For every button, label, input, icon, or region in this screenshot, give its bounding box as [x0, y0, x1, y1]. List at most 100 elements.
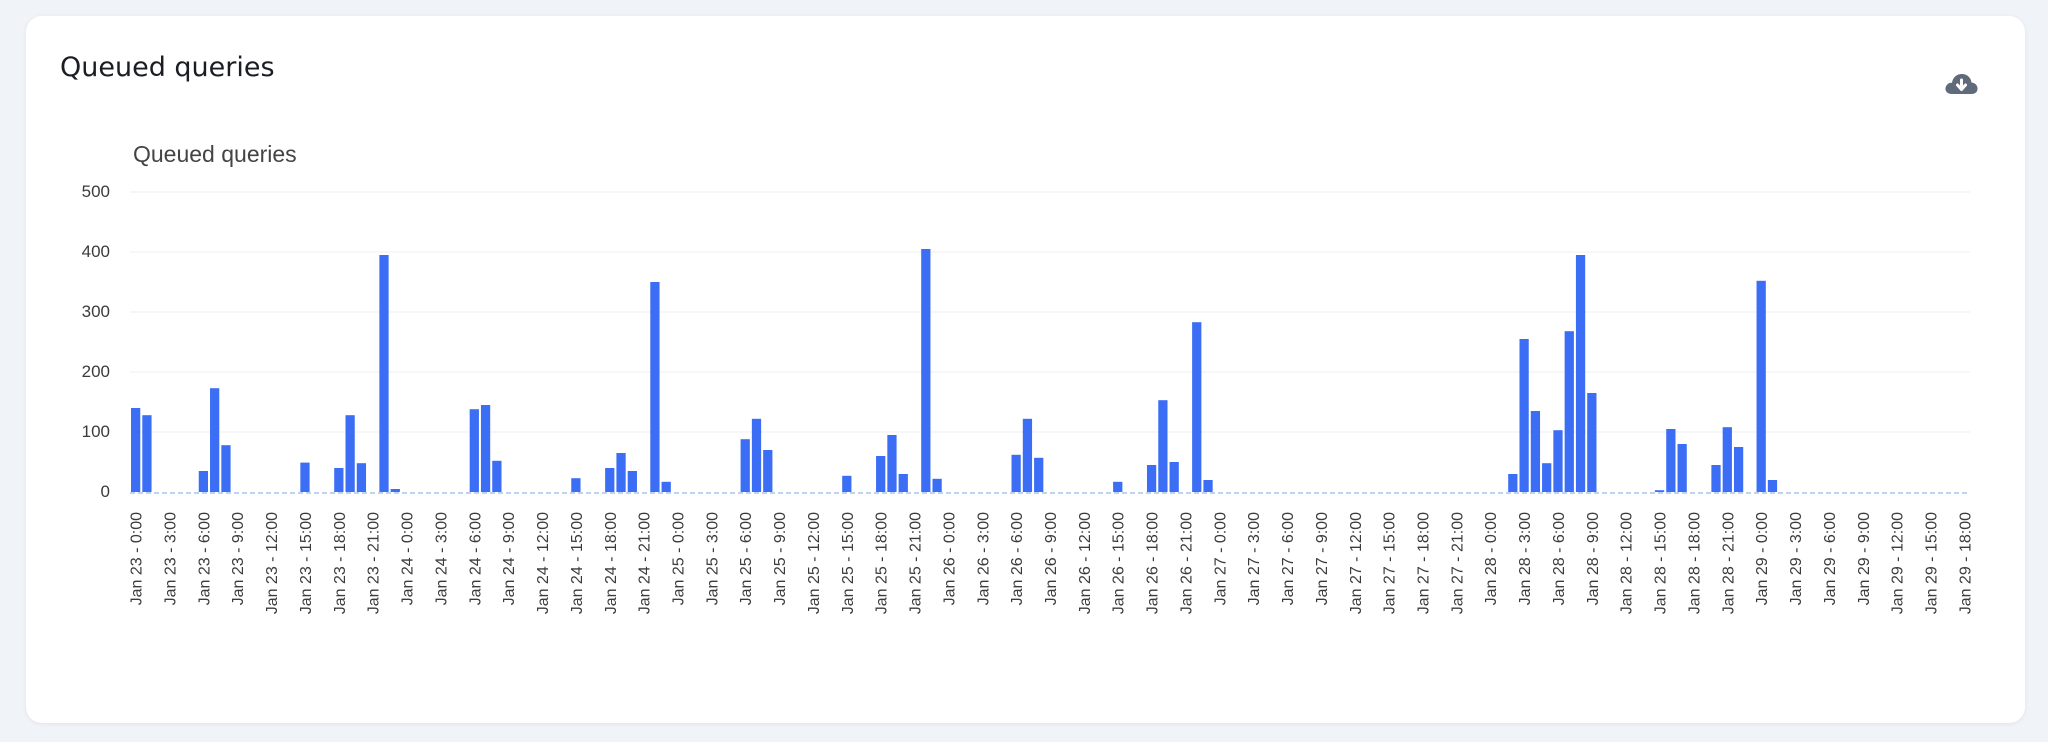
bar[interactable]: [1575, 255, 1586, 492]
bar[interactable]: [1756, 280, 1766, 492]
x-tick-label: Jan 28 - 21:00: [1720, 512, 1737, 614]
bar[interactable]: [1192, 322, 1202, 492]
y-axis-ticks: 0 100 200 300 400 500: [82, 182, 110, 501]
x-tick-label: Jan 28 - 18:00: [1686, 512, 1703, 614]
x-tick-label: Jan 26 - 15:00: [1111, 512, 1128, 614]
bar[interactable]: [300, 462, 310, 492]
bar[interactable]: [379, 255, 389, 492]
bar[interactable]: [1508, 474, 1518, 492]
x-tick-label: Jan 23 - 0:00: [129, 512, 146, 606]
bar[interactable]: [1203, 480, 1213, 492]
bar[interactable]: [1519, 339, 1529, 492]
bar[interactable]: [1722, 427, 1732, 492]
x-tick-label: Jan 27 - 9:00: [1314, 512, 1331, 606]
bar[interactable]: [1542, 463, 1552, 492]
x-tick-label: Jan 29 - 3:00: [1788, 512, 1805, 606]
bar[interactable]: [627, 471, 637, 492]
grid-lines: [130, 191, 1970, 494]
x-tick-label: Jan 28 - 3:00: [1517, 512, 1534, 606]
x-tick-label: Jan 24 - 0:00: [400, 512, 417, 606]
bar[interactable]: [1011, 454, 1021, 492]
bar[interactable]: [356, 463, 367, 492]
x-axis-ticks: Jan 23 - 0:00 Jan 23 - 3:00 Jan 23 - 6:00 J…: [129, 512, 1975, 614]
bar[interactable]: [1113, 481, 1123, 492]
x-tick-label: Jan 26 - 12:00: [1077, 512, 1094, 614]
x-tick-label: Jan 28 - 15:00: [1653, 512, 1670, 614]
bar[interactable]: [334, 468, 344, 492]
queued-queries-card: Queued queries Queued queries 0 100 200 300…: [26, 16, 2025, 723]
x-tick-label: Jan 26 - 9:00: [1043, 512, 1060, 606]
bar[interactable]: [390, 489, 400, 492]
bar[interactable]: [1767, 480, 1778, 492]
x-tick-label: Jan 26 - 6:00: [1009, 512, 1026, 606]
bar[interactable]: [1564, 331, 1574, 492]
x-tick-label: Jan 24 - 12:00: [535, 512, 552, 614]
y-tick-label: 400: [82, 242, 110, 261]
bar[interactable]: [1034, 457, 1044, 492]
bar[interactable]: [842, 475, 852, 492]
bar[interactable]: [1733, 447, 1744, 492]
x-tick-label: Jan 29 - 6:00: [1822, 512, 1839, 606]
bar[interactable]: [221, 445, 231, 492]
x-tick-label: Jan 24 - 18:00: [603, 512, 620, 614]
bar[interactable]: [898, 474, 908, 492]
bar[interactable]: [1587, 393, 1597, 492]
bar[interactable]: [198, 471, 209, 492]
x-tick-label: Jan 26 - 3:00: [975, 512, 992, 606]
x-tick-label: Jan 25 - 0:00: [670, 512, 687, 606]
bar[interactable]: [605, 468, 615, 492]
x-tick-label: Jan 28 - 6:00: [1551, 512, 1568, 606]
bar[interactable]: [932, 478, 942, 492]
x-tick-label: Jan 28 - 9:00: [1585, 512, 1602, 606]
bar[interactable]: [1530, 411, 1541, 492]
bar[interactable]: [661, 481, 671, 492]
bar[interactable]: [1666, 429, 1676, 492]
bar[interactable]: [740, 439, 750, 492]
bar[interactable]: [480, 405, 491, 492]
bar[interactable]: [469, 409, 479, 492]
bar[interactable]: [1677, 444, 1687, 492]
bar[interactable]: [1146, 465, 1157, 492]
bar[interactable]: [1169, 462, 1179, 492]
chart-title: Queued queries: [133, 141, 297, 167]
x-tick-label: Jan 28 - 0:00: [1483, 512, 1500, 606]
bar[interactable]: [650, 282, 660, 492]
x-tick-label: Jan 27 - 3:00: [1246, 512, 1263, 606]
bar[interactable]: [1553, 430, 1563, 492]
x-tick-label: Jan 24 - 21:00: [637, 512, 654, 614]
x-tick-label: Jan 25 - 18:00: [874, 512, 891, 614]
bar[interactable]: [887, 435, 897, 492]
bar[interactable]: [763, 450, 773, 492]
bar[interactable]: [876, 456, 886, 492]
x-tick-label: Jan 24 - 3:00: [433, 512, 450, 606]
bar[interactable]: [921, 249, 931, 492]
y-tick-label: 0: [101, 482, 110, 501]
x-tick-label: Jan 24 - 6:00: [467, 512, 484, 606]
bar[interactable]: [210, 388, 220, 492]
bar[interactable]: [1711, 465, 1721, 492]
x-tick-label: Jan 23 - 18:00: [332, 512, 349, 614]
cloud-download-icon: [1945, 74, 1978, 94]
bar[interactable]: [616, 453, 626, 492]
x-tick-label: Jan 29 - 15:00: [1923, 512, 1940, 614]
bar[interactable]: [131, 408, 141, 492]
x-tick-label: Jan 27 - 18:00: [1416, 512, 1433, 614]
bar[interactable]: [345, 415, 355, 492]
y-tick-label: 100: [82, 422, 110, 441]
bar[interactable]: [142, 415, 152, 492]
bar[interactable]: [1158, 400, 1168, 492]
x-tick-label: Jan 25 - 12:00: [806, 512, 823, 614]
bar[interactable]: [492, 460, 502, 492]
x-tick-label: Jan 23 - 15:00: [298, 512, 315, 614]
download-button[interactable]: [1941, 64, 1981, 104]
x-tick-label: Jan 27 - 21:00: [1449, 512, 1466, 614]
bar[interactable]: [1022, 418, 1033, 492]
x-tick-label: Jan 25 - 6:00: [738, 512, 755, 606]
x-tick-label: Jan 29 - 12:00: [1890, 512, 1907, 614]
y-tick-label: 200: [82, 362, 110, 381]
bar[interactable]: [1654, 490, 1665, 492]
bar[interactable]: [571, 478, 581, 492]
card-title: Queued queries: [60, 52, 275, 83]
bar[interactable]: [751, 418, 762, 492]
chart-container: Queued queries 0 100 200 300 400 500 Jan 23 -…: [26, 16, 2025, 723]
